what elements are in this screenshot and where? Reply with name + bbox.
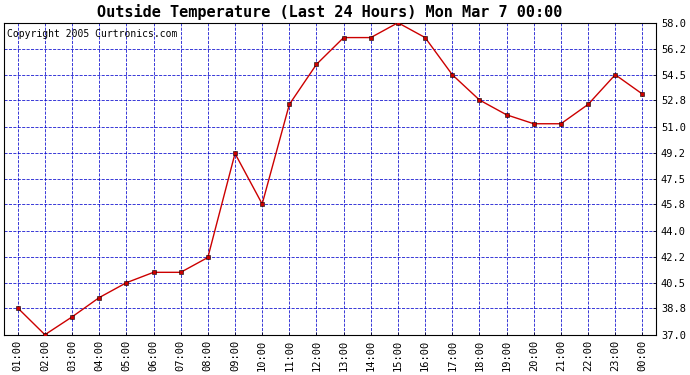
Text: Copyright 2005 Curtronics.com: Copyright 2005 Curtronics.com xyxy=(8,29,178,39)
Title: Outside Temperature (Last 24 Hours) Mon Mar 7 00:00: Outside Temperature (Last 24 Hours) Mon … xyxy=(97,4,563,20)
